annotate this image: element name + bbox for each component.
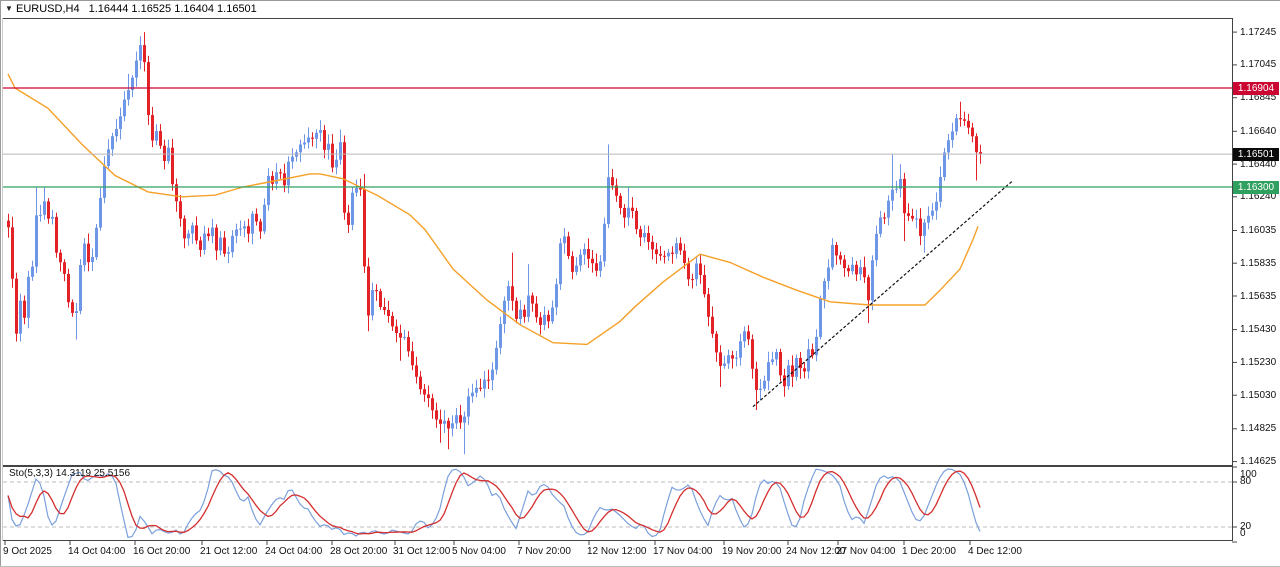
time-axis-label: 17 Nov 04:00 <box>653 546 713 557</box>
time-axis-label: 27 Nov 04:00 <box>836 546 896 557</box>
current-price-tag: 1.16501 <box>1233 147 1279 161</box>
time-axis-label: 14 Oct 04:00 <box>68 546 126 557</box>
time-axis-label: 4 Dec 12:00 <box>968 546 1022 557</box>
time-axis-label: 16 Oct 20:00 <box>133 546 191 557</box>
candlestick-layer <box>3 32 1232 455</box>
time-axis-label: 1 Dec 20:00 <box>902 546 956 557</box>
price-axis-label: 1.15030 <box>1240 389 1277 401</box>
price-axis-label: 1.17045 <box>1240 59 1277 71</box>
time-axis-label: 24 Nov 12:00 <box>786 546 846 557</box>
pane-separator[interactable] <box>3 465 1232 467</box>
price-axis-label: 1.16440 <box>1240 158 1277 170</box>
time-axis-label: 31 Oct 12:00 <box>393 546 451 557</box>
price-axis-label: 1.17245 <box>1240 26 1277 38</box>
stochastic-axis-label: 80 <box>1240 476 1252 487</box>
price-axis-label: 1.15230 <box>1240 356 1277 368</box>
time-axis-label: 12 Nov 12:00 <box>587 546 647 557</box>
price-axis-label: 1.16845 <box>1240 92 1277 104</box>
indicator-label: Sto(5,3,3) 14.3119 25.5156 <box>9 468 131 479</box>
chart-title: EURUSD,H4 1.16444 1.16525 1.16404 1.16501 <box>16 3 257 15</box>
axis-ticks-layer <box>4 31 1237 545</box>
price-axis-label: 1.16035 <box>1240 224 1277 236</box>
price-axis-label: 1.14825 <box>1240 423 1277 435</box>
price-axis-label: 1.15635 <box>1240 290 1277 302</box>
time-axis-label: 24 Oct 04:00 <box>265 546 323 557</box>
stochastic-layer <box>3 468 1232 539</box>
symbol-period-label: EURUSD,H4 <box>16 3 80 15</box>
time-axis-label: 21 Oct 12:00 <box>200 546 258 557</box>
stochastic-axis-label: 0 <box>1240 528 1246 539</box>
stochastic-axis-label: 20 <box>1240 521 1252 532</box>
time-axis-label: 5 Nov 04:00 <box>452 546 506 557</box>
price-axis-label: 1.15835 <box>1240 257 1277 269</box>
time-axis-label: 19 Nov 20:00 <box>722 546 782 557</box>
price-axis-label: 1.14625 <box>1240 456 1277 468</box>
ohlc-values: 1.16444 1.16525 1.16404 1.16501 <box>88 3 257 15</box>
price-axis-label: 1.15430 <box>1240 324 1277 336</box>
price-axis-label: 1.16640 <box>1240 125 1277 137</box>
time-axis-label: 28 Oct 20:00 <box>330 546 388 557</box>
time-axis-label: 7 Nov 20:00 <box>517 546 571 557</box>
price-axis-label: 1.16240 <box>1240 191 1277 203</box>
time-axis-label: 9 Oct 2025 <box>3 546 52 557</box>
resistance-price-tag: 1.16904 <box>1233 81 1279 95</box>
stochastic-axis-label: 100 <box>1240 469 1257 480</box>
symbol-dropdown-icon[interactable]: ▼ <box>5 4 13 13</box>
support-price-tag: 1.16300 <box>1233 180 1279 194</box>
